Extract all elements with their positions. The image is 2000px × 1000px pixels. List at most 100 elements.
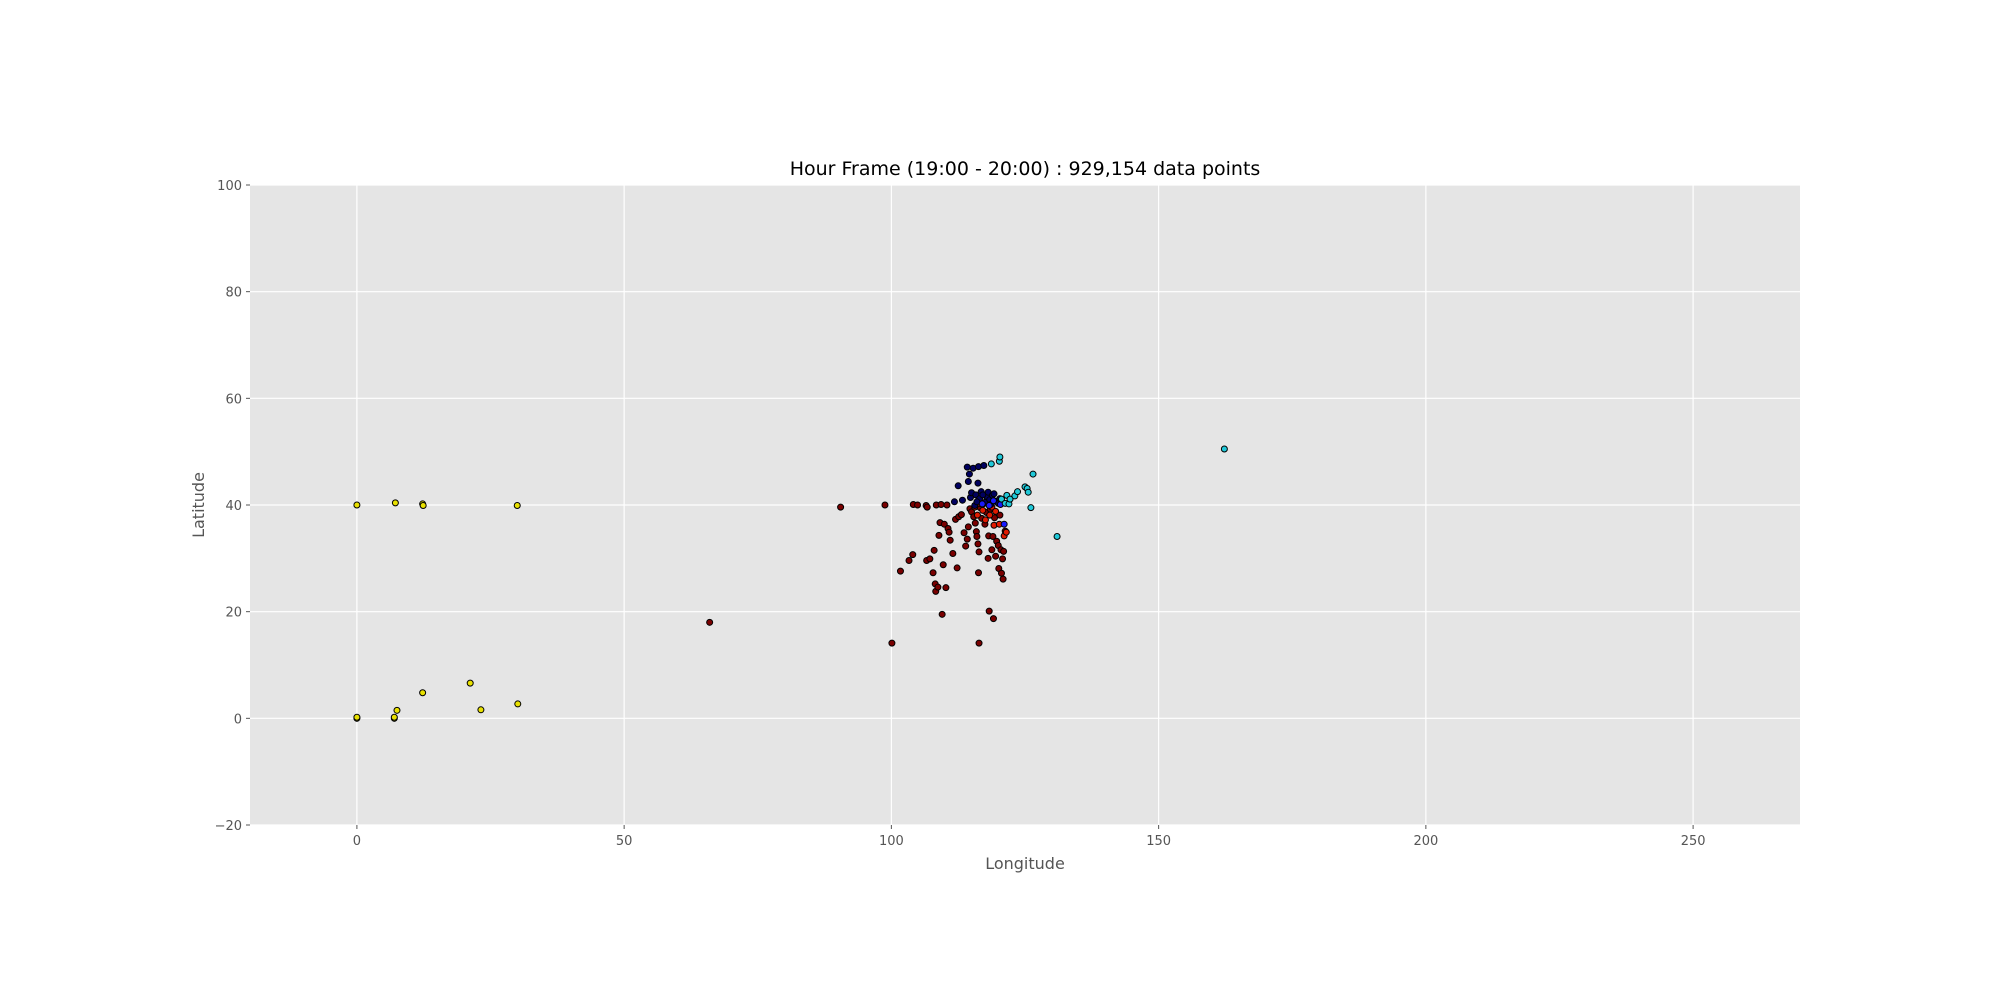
data-point bbox=[1000, 520, 1008, 528]
point-series bbox=[950, 462, 1004, 510]
data-point bbox=[946, 536, 954, 544]
data-point bbox=[986, 511, 994, 519]
data-point bbox=[390, 713, 398, 721]
data-points bbox=[353, 445, 1228, 722]
data-point bbox=[990, 490, 998, 498]
point-series bbox=[987, 445, 1228, 540]
data-point bbox=[953, 564, 961, 572]
data-point bbox=[962, 542, 970, 550]
data-point bbox=[1027, 504, 1035, 512]
data-point bbox=[353, 501, 361, 509]
x-tick-label: 0 bbox=[353, 834, 361, 849]
data-point bbox=[992, 507, 1000, 515]
data-point bbox=[964, 478, 972, 486]
data-point bbox=[943, 501, 951, 509]
chart-title: Hour Frame (19:00 - 20:00) : 929,154 dat… bbox=[790, 158, 1261, 180]
data-point bbox=[975, 639, 983, 647]
data-point bbox=[1006, 495, 1014, 503]
data-point bbox=[996, 511, 1004, 519]
y-tick-label: 100 bbox=[217, 179, 242, 194]
data-point bbox=[965, 470, 973, 478]
data-point bbox=[964, 523, 972, 531]
data-point bbox=[923, 503, 931, 511]
point-series bbox=[706, 500, 1009, 647]
data-point bbox=[960, 529, 968, 537]
data-point bbox=[1000, 547, 1008, 555]
data-point bbox=[706, 618, 714, 626]
data-point bbox=[513, 502, 521, 510]
data-point bbox=[989, 615, 997, 623]
data-point bbox=[997, 569, 1005, 577]
data-point bbox=[419, 689, 427, 697]
data-point bbox=[1053, 532, 1061, 540]
x-axis-label: Longitude bbox=[985, 854, 1065, 873]
data-point bbox=[930, 546, 938, 554]
data-point bbox=[974, 540, 982, 548]
data-point bbox=[996, 453, 1004, 461]
data-point bbox=[984, 554, 992, 562]
data-point bbox=[978, 500, 986, 508]
x-tick-label: 200 bbox=[1413, 834, 1438, 849]
x-tick-label: 100 bbox=[879, 834, 904, 849]
data-point bbox=[935, 531, 943, 539]
y-axis-label: Latitude bbox=[189, 472, 208, 538]
data-point bbox=[419, 502, 427, 510]
data-point bbox=[985, 502, 993, 510]
data-point bbox=[989, 532, 997, 540]
data-point bbox=[353, 713, 361, 721]
data-point bbox=[985, 607, 993, 615]
x-tick-label: 250 bbox=[1681, 834, 1706, 849]
data-point bbox=[914, 501, 922, 509]
point-series bbox=[978, 497, 1008, 528]
data-point bbox=[1024, 488, 1032, 496]
data-point bbox=[926, 555, 934, 563]
data-point bbox=[1002, 528, 1010, 536]
y-tick-label: 40 bbox=[225, 499, 242, 514]
data-point bbox=[1029, 470, 1037, 478]
data-point bbox=[957, 511, 965, 519]
data-point bbox=[1014, 488, 1022, 496]
data-point bbox=[934, 583, 942, 591]
data-point bbox=[974, 479, 982, 487]
data-point bbox=[954, 482, 962, 490]
data-point bbox=[1220, 445, 1228, 453]
data-point bbox=[905, 556, 913, 564]
data-point bbox=[896, 567, 904, 575]
data-point bbox=[888, 639, 896, 647]
tick-labels: 0 50 100 150 200 250 −20 0 20 40 60 80 100 bbox=[215, 179, 1706, 849]
data-point bbox=[999, 555, 1007, 563]
data-point bbox=[466, 679, 474, 687]
data-point bbox=[979, 506, 987, 514]
data-point bbox=[963, 463, 971, 471]
y-tick-label: 60 bbox=[225, 392, 242, 407]
data-point bbox=[971, 519, 979, 527]
y-tick-label: −20 bbox=[215, 819, 242, 834]
data-point bbox=[837, 503, 845, 511]
data-point bbox=[987, 460, 995, 468]
data-point bbox=[958, 496, 966, 504]
x-tick-label: 50 bbox=[616, 834, 633, 849]
data-point bbox=[477, 706, 485, 714]
data-point bbox=[981, 516, 989, 524]
data-point bbox=[975, 569, 982, 577]
data-point bbox=[945, 528, 953, 536]
y-tick-label: 0 bbox=[234, 712, 242, 727]
x-tick-label: 150 bbox=[1146, 834, 1171, 849]
data-point bbox=[989, 497, 997, 505]
data-point bbox=[937, 500, 945, 508]
data-point bbox=[975, 548, 983, 556]
data-point bbox=[999, 575, 1007, 583]
data-point bbox=[942, 584, 950, 592]
y-tick-label: 80 bbox=[225, 286, 242, 301]
data-point bbox=[992, 552, 1000, 560]
data-point bbox=[391, 499, 399, 507]
data-point bbox=[973, 511, 981, 519]
data-point bbox=[909, 551, 917, 559]
data-point bbox=[973, 532, 981, 540]
data-point bbox=[514, 700, 522, 708]
point-series bbox=[353, 499, 522, 722]
data-point bbox=[939, 561, 947, 569]
data-point bbox=[979, 491, 987, 499]
